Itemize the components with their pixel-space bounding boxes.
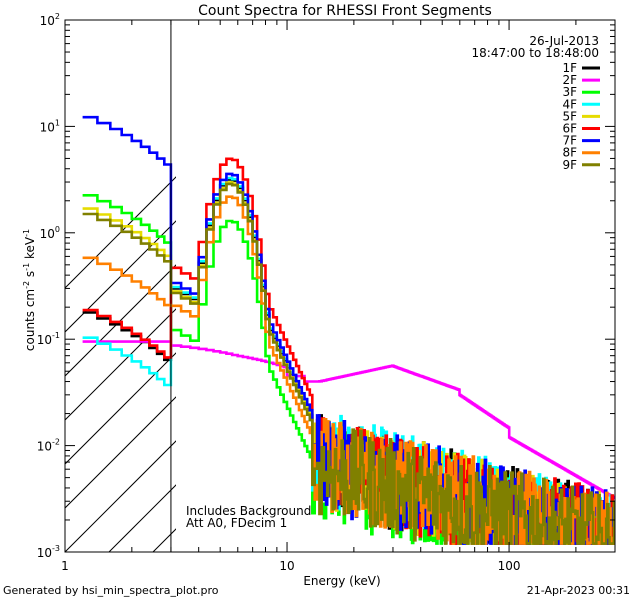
hatch-line [65, 440, 176, 552]
hatch-line [593, 0, 640, 552]
series-line-9f [82, 182, 615, 545]
legend-label: 3F [562, 85, 577, 99]
series-line-2f [82, 340, 615, 500]
legend-label: 7F [562, 134, 577, 148]
hatch-line [65, 176, 176, 289]
legend-label: 5F [562, 109, 577, 123]
hatch-line [65, 352, 176, 465]
x-tick-label: 10 [279, 559, 294, 573]
x-axis: 1 10 100 [61, 20, 616, 573]
hatched-region [65, 0, 640, 552]
y-tick-label: 10-3 [37, 544, 60, 560]
hatch-line [65, 264, 176, 377]
y-axis: 10-3 10-2 10-1 100 101 102 [37, 12, 615, 560]
annotation-attenuator: Att A0, FDecim 1 [186, 516, 287, 530]
legend-label: 9F [562, 158, 577, 172]
x-tick-label: 1 [61, 559, 69, 573]
legend-label: 2F [562, 73, 577, 87]
y-tick-label: 100 [40, 225, 60, 241]
y-tick-label: 10-2 [37, 438, 60, 454]
hatch-line [65, 220, 176, 333]
y-axis-label: counts cm-2 s-1 keV-1 [22, 229, 37, 351]
x-tick-label: 100 [498, 559, 521, 573]
footer-timestamp: 21-Apr-2023 00:31 [527, 584, 630, 597]
legend-label: 8F [562, 146, 577, 160]
legend-label: 6F [562, 122, 577, 136]
y-tick-label: 101 [40, 118, 60, 134]
y-tick-label: 10-1 [37, 331, 60, 347]
chart-title: Count Spectra for RHESSI Front Segments [198, 3, 492, 19]
footer-generator: Generated by hsi_min_spectra_plot.pro [3, 584, 219, 597]
series-lines [82, 115, 615, 545]
time-range: 18:47:00 to 18:48:00 [472, 46, 599, 60]
annotation-background: Includes Background [186, 504, 311, 518]
legend-label: 1F [562, 61, 577, 75]
hatch-line [65, 396, 176, 509]
plot-frame [64, 19, 616, 553]
legend-label: 4F [562, 97, 577, 111]
observation-date: 26-Jul-2013 [529, 34, 599, 48]
x-axis-label: Energy (keV) [303, 574, 380, 588]
y-tick-label: 102 [40, 12, 60, 28]
